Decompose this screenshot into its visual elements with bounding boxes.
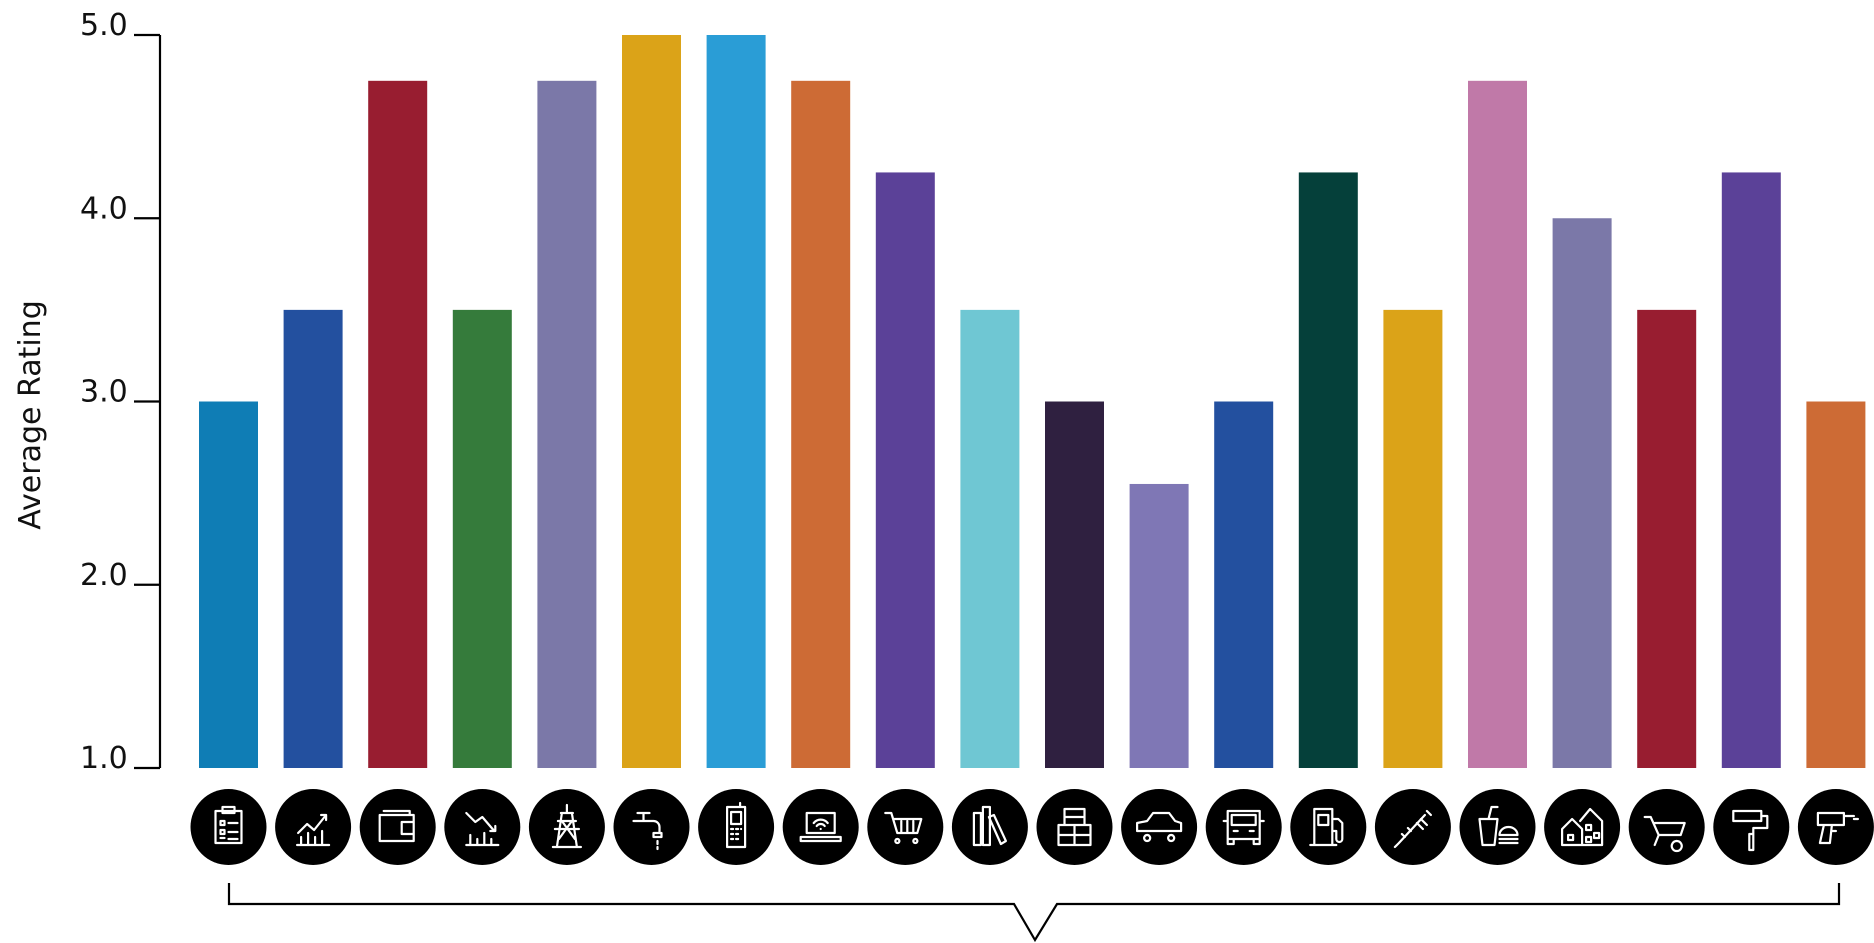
category-icons	[190, 789, 1874, 865]
wallet-icon	[359, 789, 436, 865]
wheelbarrow-icon	[1628, 789, 1705, 865]
truck-icon	[1205, 789, 1282, 865]
icon-glyph	[214, 805, 243, 845]
icon-glyph	[296, 813, 331, 847]
icon-background	[190, 789, 267, 865]
bar-power-tower	[537, 80, 597, 768]
icon-glyph	[1478, 805, 1519, 847]
shopping-cart-icon	[867, 789, 944, 865]
icon-glyph	[1222, 809, 1265, 846]
icon-glyph	[725, 801, 747, 849]
icon-glyph	[1732, 809, 1769, 852]
icon-background	[1205, 789, 1282, 865]
y-tick-label: 4.0	[80, 191, 128, 226]
water-tap-icon	[613, 789, 690, 865]
icon-background	[444, 789, 521, 865]
bar-water-tap	[622, 35, 681, 768]
bar-fuel-pump	[1298, 172, 1358, 768]
y-tick-label: 2.0	[80, 558, 128, 593]
icon-background	[1290, 789, 1367, 865]
car-icon	[1121, 789, 1198, 865]
icon-glyph	[465, 811, 500, 847]
paint-roller-icon	[1713, 789, 1790, 865]
bar-shopping-cart	[875, 172, 935, 768]
icon-glyph	[551, 803, 583, 849]
fuel-pump-icon	[1290, 789, 1367, 865]
bar-growth-chart	[283, 309, 343, 768]
y-tick-label: 5.0	[80, 8, 128, 43]
y-axis-label: Average Rating	[13, 300, 48, 529]
syringe-icon	[1374, 789, 1451, 865]
bar-car	[1129, 483, 1189, 768]
y-tick-label: 1.0	[80, 741, 128, 776]
icon-background	[359, 789, 436, 865]
icon-background	[867, 789, 944, 865]
bar-clipboard	[199, 401, 258, 768]
icon-glyph	[1643, 815, 1686, 853]
laptop-wifi-icon	[782, 789, 859, 865]
bar-wallet	[368, 80, 428, 768]
decline-chart-icon	[444, 789, 521, 865]
bar-syringe	[1383, 309, 1443, 768]
bar-books	[960, 309, 1020, 768]
icon-glyph	[632, 811, 663, 851]
icon-background	[1797, 789, 1874, 865]
bar-mobile-phone	[706, 35, 766, 768]
houses-icon	[1544, 789, 1621, 865]
bars	[199, 35, 1866, 768]
icon-glyph	[799, 811, 842, 843]
bar-power-drill	[1806, 401, 1866, 768]
icon-glyph	[884, 811, 923, 845]
bar-wheelbarrow	[1637, 309, 1697, 768]
power-tower-icon	[528, 789, 605, 865]
icon-background	[782, 789, 859, 865]
icon-glyph	[1309, 807, 1344, 847]
clipboard-icon	[190, 789, 267, 865]
bar-houses	[1552, 218, 1612, 768]
icon-background	[698, 789, 775, 865]
icon-glyph	[1560, 807, 1604, 847]
icon-glyph	[1816, 811, 1860, 845]
icon-background	[1628, 789, 1705, 865]
icon-glyph	[972, 805, 1008, 847]
bar-packages	[1045, 401, 1104, 768]
icon-glyph	[1135, 811, 1183, 843]
icon-glyph	[378, 809, 415, 843]
growth-chart-icon	[275, 789, 352, 865]
icon-background	[1713, 789, 1790, 865]
icon-glyph	[1057, 807, 1092, 847]
power-drill-icon	[1797, 789, 1874, 865]
bar-fast-food	[1468, 80, 1527, 768]
icon-background	[613, 789, 690, 865]
y-tick-label: 3.0	[80, 375, 128, 410]
icon-background	[275, 789, 352, 865]
bar-laptop-wifi	[791, 80, 851, 768]
bar-truck	[1214, 401, 1274, 768]
bar-decline-chart	[452, 309, 512, 768]
mobile-phone-icon	[698, 789, 775, 865]
packages-icon	[1036, 789, 1113, 865]
icon-background	[1544, 789, 1621, 865]
fast-food-icon	[1459, 789, 1536, 865]
category-bracket	[227, 883, 1841, 943]
books-icon	[951, 789, 1028, 865]
bar-paint-roller	[1721, 172, 1781, 768]
icon-glyph	[1393, 809, 1433, 849]
icon-background	[1121, 789, 1198, 865]
y-axis: 1.0 2.0 3.0 4.0 5.0	[80, 8, 162, 776]
